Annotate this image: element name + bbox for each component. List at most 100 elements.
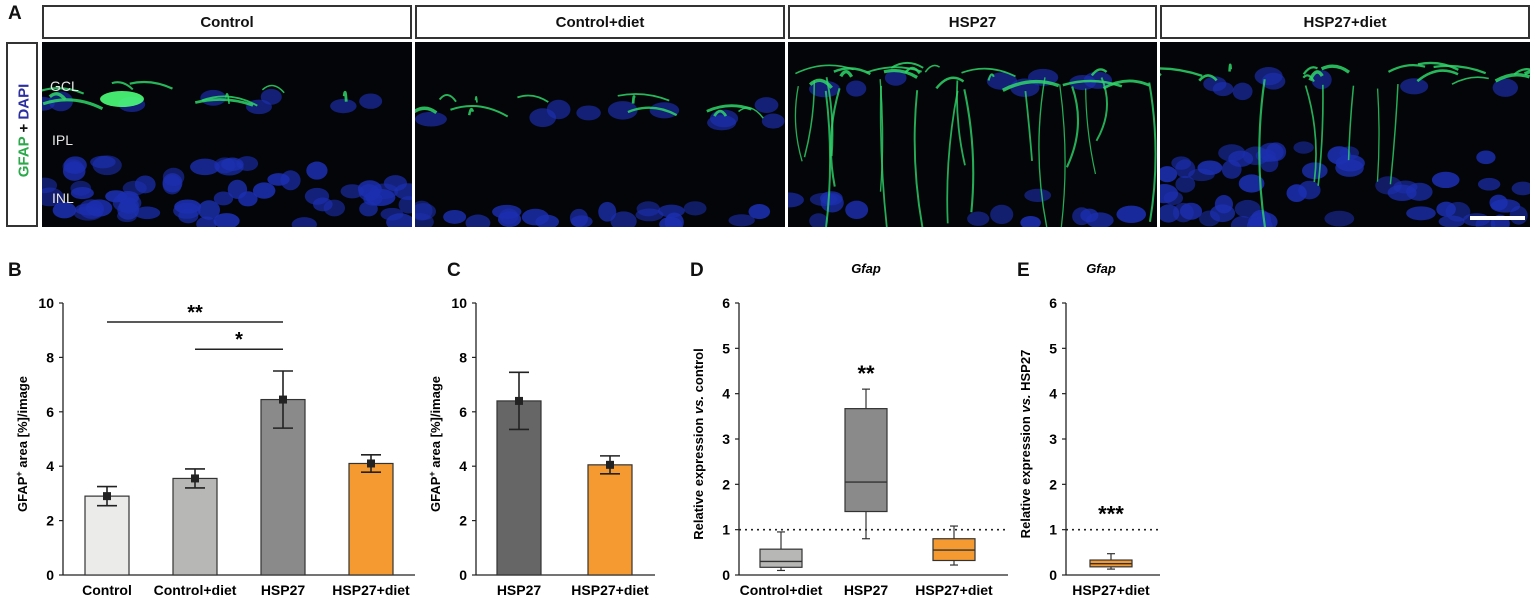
x-tick-label-hsp27-diet: HSP27+diet <box>332 582 410 598</box>
y-tick-label: 4 <box>1049 386 1057 402</box>
y-tick-label: 2 <box>459 513 467 529</box>
gfap-fiber <box>924 64 941 73</box>
dapi-nucleus <box>598 201 617 222</box>
dapi-nucleus <box>1324 210 1355 227</box>
y-tick-label: 0 <box>1049 567 1057 583</box>
gfap-fiber <box>1513 68 1530 76</box>
dapi-nucleus <box>845 80 867 97</box>
x-tick-label-control: Control <box>82 582 132 598</box>
dapi-nucleus <box>499 208 519 225</box>
bar-control <box>84 495 130 576</box>
dapi-nucleus <box>134 175 156 194</box>
dapi-nucleus <box>748 204 771 220</box>
dapi-nucleus <box>990 204 1014 225</box>
chart-title: Gfap <box>1086 261 1116 276</box>
gfap-fiber <box>1416 69 1459 83</box>
x-tick-label-control-diet: Control+diet <box>154 582 237 598</box>
gfap-fiber <box>1302 74 1315 83</box>
dapi-nucleus <box>1116 205 1147 224</box>
image-title-hsp27: HSP27 <box>788 5 1157 39</box>
mean-marker <box>515 396 523 405</box>
dapi-nucleus <box>576 105 601 121</box>
gfap-process <box>956 80 966 166</box>
dapi-nucleus <box>1387 184 1417 201</box>
dapi-nucleus <box>635 208 664 222</box>
x-tick-label-hsp27-diet: HSP27+diet <box>915 582 993 598</box>
dapi-nucleus <box>1188 168 1215 182</box>
gfap-process <box>794 86 803 162</box>
layer-label-gcl: GCL <box>50 78 79 94</box>
gfap-fiber <box>438 94 457 103</box>
image-title-hsp27-diet: HSP27+diet <box>1160 5 1530 39</box>
dapi-nucleus <box>521 208 549 226</box>
gfap-fiber <box>42 87 85 95</box>
gfap-fiber <box>1090 68 1108 77</box>
dapi-nucleus <box>291 217 317 227</box>
gfap-fiber <box>1002 79 1060 92</box>
dapi-nucleus <box>1160 204 1180 223</box>
layer-label-ipl: IPL <box>52 132 74 148</box>
dapi-nucleus <box>967 211 990 226</box>
dapi-nucleus <box>884 69 907 86</box>
gfap-fiber <box>42 98 104 111</box>
dapi-nucleus <box>190 158 220 176</box>
image-title-control: Control <box>42 5 412 39</box>
dapi-nucleus <box>1163 191 1184 205</box>
gfap-astrocyte <box>100 91 144 107</box>
panel-c-letter: C <box>447 260 461 281</box>
dapi-nucleus <box>330 98 357 114</box>
gfap-fiber <box>201 95 258 107</box>
chart-title: Gfap <box>851 261 881 276</box>
dapi-nucleus <box>1400 78 1429 95</box>
gfap-process <box>1065 86 1080 168</box>
gfap-fiber <box>713 109 728 117</box>
gfap-fiber <box>1302 66 1319 75</box>
dapi-nucleus <box>1175 175 1196 193</box>
dapi-nucleus <box>1024 188 1052 202</box>
dapi-nucleus <box>197 200 221 220</box>
dapi-nucleus <box>162 173 183 193</box>
dapi-nucleus <box>213 213 240 227</box>
gfap-fiber <box>1523 70 1530 76</box>
y-tick-label: 2 <box>1049 476 1057 492</box>
dapi-nucleus <box>1179 202 1203 220</box>
gfap-fiber <box>111 81 134 91</box>
x-tick-label-control-diet: Control+diet <box>740 582 823 598</box>
dapi-nucleus <box>1436 201 1456 217</box>
gfap-fiber <box>961 67 1016 78</box>
gfap-fiber <box>1062 79 1123 88</box>
gfap-fiber <box>224 92 230 104</box>
dapi-nucleus <box>112 193 142 213</box>
micrograph-hsp27-diet <box>1160 42 1530 227</box>
gfap-process <box>1024 90 1033 162</box>
dapi-nucleus <box>728 214 755 227</box>
panel-b-letter: B <box>8 260 22 281</box>
bar-control-diet <box>172 477 218 576</box>
dapi-nucleus <box>1293 141 1314 154</box>
micrograph-hsp27 <box>788 42 1157 227</box>
box-control-diet <box>759 548 803 568</box>
mean-marker <box>279 395 287 404</box>
y-tick-label: 0 <box>459 567 467 583</box>
gfap-fiber <box>839 70 854 78</box>
y-tick-label: 6 <box>46 404 54 420</box>
gfap-fiber <box>833 67 871 76</box>
dapi-nucleus <box>359 93 383 109</box>
gfap-process <box>1059 84 1066 227</box>
dapi-nucleus <box>394 183 412 201</box>
dapi-nucleus <box>42 187 64 207</box>
gfap-fiber <box>517 94 549 103</box>
gfap-process <box>1095 77 1108 142</box>
gfap-fiber <box>194 98 254 107</box>
dapi-nucleus <box>1492 78 1519 97</box>
y-tick-label: 6 <box>722 295 730 311</box>
image-title-control-diet: Control+diet <box>415 5 785 39</box>
x-tick-label-hsp27-diet: HSP27+diet <box>1072 582 1150 598</box>
mean-marker <box>606 460 614 469</box>
chart-panel-c: 0 2 4 6 8 10 HSP27 HSP27+diet GFAP+ area [%]/ima… <box>427 295 655 598</box>
y-tick-label: 1 <box>1049 522 1057 538</box>
chart-panel-b: 0 2 4 6 8 10 Control Control+diet HSP27 HSP27+die… <box>14 295 415 598</box>
scale-bar <box>1470 216 1525 220</box>
bar-hsp27-diet <box>348 462 394 576</box>
gfap-fiber <box>808 78 833 89</box>
